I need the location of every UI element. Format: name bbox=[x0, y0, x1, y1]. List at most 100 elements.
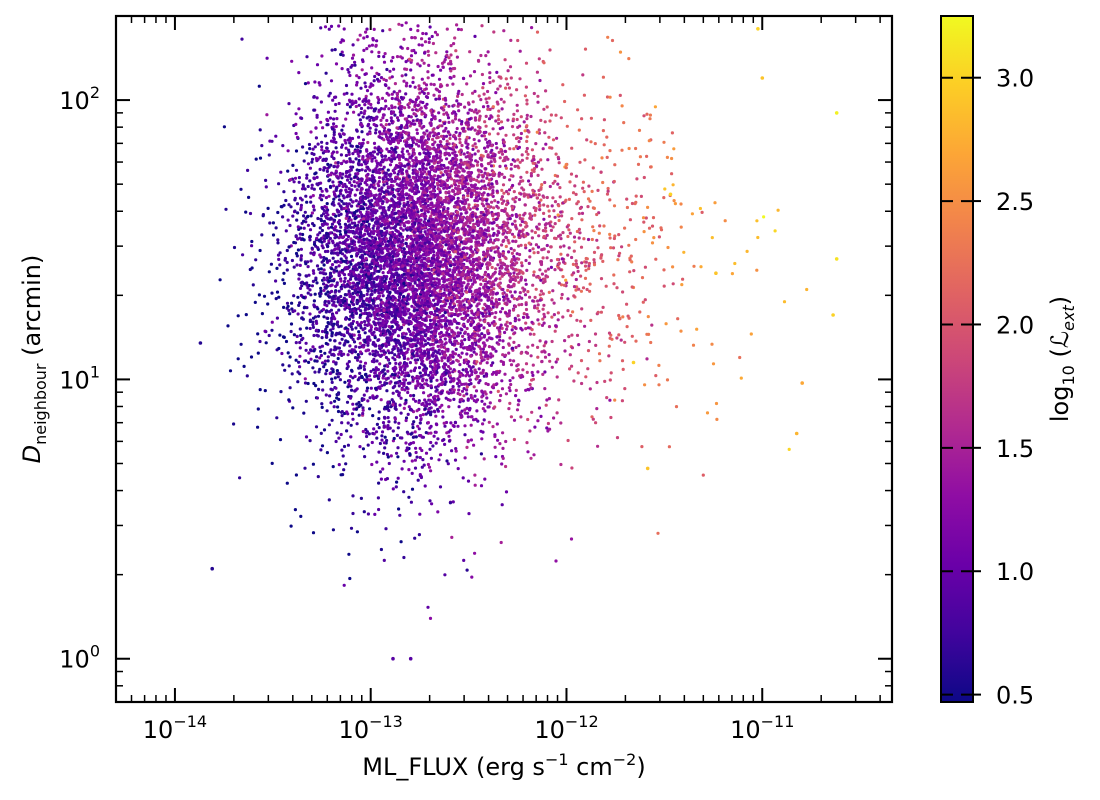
data-point bbox=[470, 311, 474, 315]
data-point bbox=[335, 208, 339, 212]
data-point bbox=[634, 146, 638, 151]
data-point bbox=[314, 136, 318, 140]
data-point bbox=[388, 305, 392, 309]
data-point bbox=[745, 249, 749, 253]
data-point bbox=[463, 105, 467, 109]
data-point bbox=[556, 213, 560, 217]
data-point bbox=[608, 232, 612, 236]
data-point bbox=[536, 370, 540, 374]
data-point bbox=[441, 65, 445, 69]
data-point bbox=[339, 473, 343, 477]
data-point bbox=[424, 451, 429, 455]
data-point bbox=[456, 314, 460, 318]
data-point bbox=[424, 95, 429, 99]
data-point bbox=[679, 225, 683, 229]
data-point bbox=[263, 389, 267, 393]
data-point bbox=[482, 326, 486, 330]
data-point bbox=[482, 457, 486, 461]
data-point bbox=[773, 229, 777, 233]
data-point bbox=[381, 180, 386, 184]
data-point bbox=[459, 122, 464, 126]
data-point bbox=[342, 444, 347, 449]
data-point bbox=[411, 80, 415, 84]
data-point bbox=[334, 169, 338, 173]
data-point bbox=[534, 142, 538, 146]
data-point bbox=[277, 182, 281, 186]
data-point bbox=[511, 376, 515, 380]
data-point bbox=[582, 190, 586, 194]
data-point bbox=[522, 192, 526, 196]
data-point bbox=[479, 452, 483, 456]
data-point bbox=[481, 430, 485, 434]
data-point bbox=[587, 184, 591, 188]
data-point bbox=[512, 248, 516, 252]
data-point bbox=[504, 77, 508, 81]
data-point bbox=[458, 187, 462, 192]
data-point bbox=[615, 286, 619, 290]
data-point bbox=[559, 296, 564, 300]
data-point bbox=[536, 419, 540, 423]
data-point bbox=[515, 408, 520, 412]
data-point bbox=[446, 116, 451, 120]
data-point bbox=[488, 76, 492, 80]
data-point bbox=[351, 417, 355, 421]
data-point bbox=[312, 223, 316, 228]
data-point bbox=[320, 228, 324, 233]
data-point bbox=[326, 321, 330, 325]
data-point bbox=[368, 374, 372, 378]
data-point bbox=[524, 282, 528, 286]
data-point bbox=[566, 438, 570, 443]
data-point bbox=[568, 353, 572, 357]
data-point bbox=[348, 379, 352, 384]
data-point bbox=[643, 383, 647, 387]
data-point bbox=[700, 210, 704, 214]
data-point bbox=[520, 261, 524, 265]
data-point bbox=[434, 97, 438, 101]
data-point bbox=[442, 333, 446, 337]
data-point bbox=[294, 112, 298, 116]
data-point bbox=[406, 412, 410, 416]
data-point bbox=[503, 207, 507, 211]
data-point bbox=[421, 337, 425, 341]
data-point bbox=[384, 123, 388, 127]
data-point bbox=[377, 54, 381, 59]
data-point bbox=[413, 466, 418, 470]
data-point bbox=[376, 101, 380, 105]
data-point bbox=[304, 399, 308, 403]
data-point bbox=[532, 91, 536, 96]
data-point bbox=[389, 116, 393, 120]
data-point bbox=[507, 309, 512, 313]
data-point bbox=[642, 114, 646, 118]
data-point bbox=[331, 256, 335, 260]
data-point bbox=[508, 178, 512, 182]
data-point bbox=[605, 155, 609, 159]
data-point bbox=[533, 295, 537, 299]
data-point bbox=[519, 217, 523, 221]
data-point bbox=[438, 240, 443, 244]
data-point bbox=[322, 256, 326, 260]
data-point bbox=[339, 432, 343, 437]
data-point bbox=[271, 221, 275, 225]
data-point bbox=[465, 259, 469, 263]
data-point bbox=[504, 311, 508, 315]
data-point bbox=[576, 269, 580, 273]
data-point bbox=[466, 309, 470, 313]
data-point bbox=[436, 437, 440, 441]
data-point bbox=[350, 136, 355, 141]
data-point bbox=[395, 235, 399, 239]
data-point bbox=[309, 259, 313, 263]
data-point bbox=[386, 168, 390, 172]
data-point bbox=[291, 163, 295, 167]
data-point bbox=[494, 237, 498, 242]
data-point bbox=[379, 398, 383, 402]
data-point bbox=[438, 150, 442, 154]
data-point bbox=[360, 199, 365, 203]
data-point bbox=[612, 204, 617, 208]
data-point bbox=[337, 308, 341, 312]
data-point bbox=[366, 512, 370, 516]
data-point bbox=[467, 408, 472, 412]
data-point bbox=[601, 180, 605, 185]
data-point bbox=[350, 56, 355, 60]
data-point bbox=[589, 140, 593, 144]
data-point bbox=[455, 23, 459, 27]
